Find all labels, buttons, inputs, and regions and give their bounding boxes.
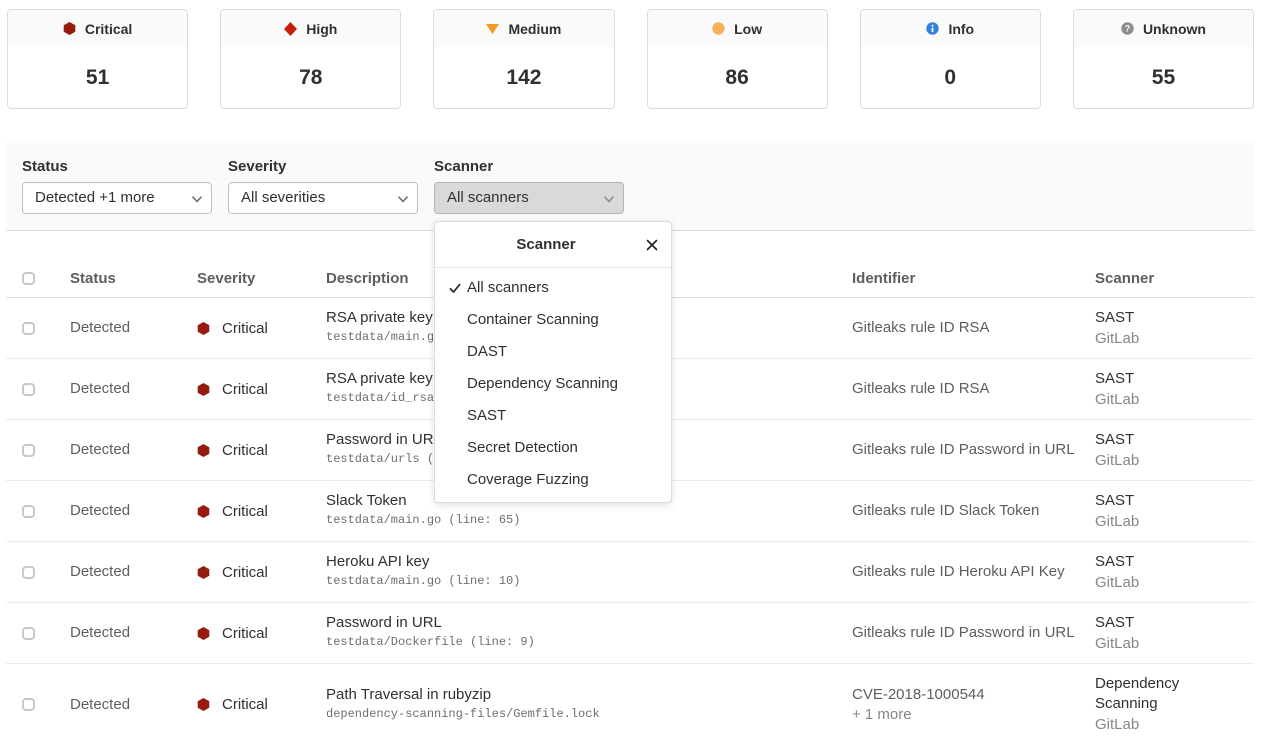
svg-text:?: ? xyxy=(1125,24,1131,34)
